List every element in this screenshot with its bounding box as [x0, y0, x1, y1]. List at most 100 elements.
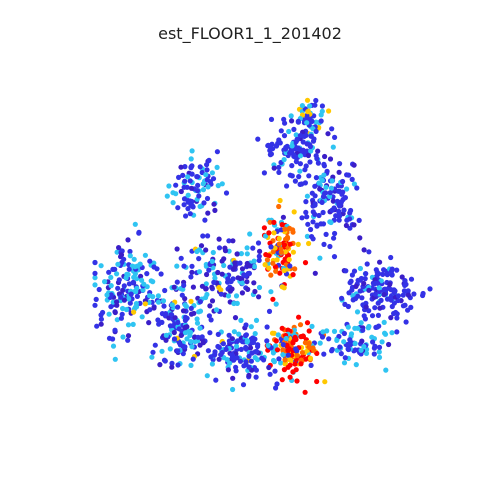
data-point — [126, 266, 132, 272]
data-point — [196, 256, 202, 262]
data-point — [229, 336, 235, 342]
data-point — [372, 343, 378, 349]
data-point — [383, 367, 389, 373]
data-point — [256, 294, 262, 300]
data-point — [170, 322, 176, 329]
data-point — [212, 275, 218, 281]
data-point — [147, 258, 153, 264]
data-point — [320, 209, 326, 216]
data-point — [188, 156, 194, 162]
data-point — [381, 292, 387, 298]
data-point — [178, 164, 184, 170]
data-point — [197, 164, 203, 170]
data-point — [181, 184, 187, 190]
data-point — [96, 286, 102, 293]
data-point — [93, 296, 99, 302]
data-point — [389, 266, 395, 272]
data-point — [170, 200, 176, 206]
data-point — [272, 368, 278, 374]
data-point — [303, 209, 309, 215]
data-point — [402, 302, 408, 308]
data-point — [327, 190, 333, 196]
data-point — [312, 183, 318, 189]
data-point — [262, 262, 268, 268]
data-point — [115, 261, 121, 267]
data-point — [272, 343, 279, 349]
data-point — [226, 238, 232, 244]
data-point — [241, 363, 247, 369]
data-point — [177, 342, 183, 348]
data-point — [161, 303, 167, 309]
data-point — [279, 325, 285, 331]
data-point — [238, 251, 244, 257]
data-point — [200, 233, 206, 239]
data-point — [243, 273, 249, 279]
data-point — [323, 184, 329, 190]
data-point — [246, 353, 252, 359]
data-point — [297, 133, 303, 139]
data-point — [349, 272, 355, 278]
data-point — [118, 294, 124, 300]
data-point — [270, 350, 276, 356]
data-point — [274, 381, 280, 387]
data-point — [304, 233, 310, 239]
data-point — [322, 190, 328, 197]
data-point — [309, 323, 315, 329]
data-point — [304, 113, 310, 119]
data-point — [327, 243, 333, 250]
data-point — [225, 293, 232, 299]
data-point — [308, 148, 314, 154]
data-point — [405, 288, 411, 294]
data-point — [273, 268, 279, 274]
data-point — [302, 260, 309, 266]
data-point — [210, 249, 216, 256]
data-point — [314, 350, 320, 356]
data-point — [304, 193, 310, 199]
data-point — [285, 364, 291, 370]
data-point — [253, 367, 259, 373]
data-point — [312, 201, 318, 207]
data-point — [351, 268, 358, 274]
data-point — [304, 97, 311, 103]
data-point — [318, 118, 324, 124]
data-point — [297, 322, 304, 328]
data-point — [302, 389, 308, 395]
data-point — [328, 219, 334, 226]
data-point — [253, 317, 260, 323]
data-point — [282, 357, 288, 363]
data-point — [236, 331, 242, 337]
data-point — [360, 327, 366, 333]
data-point — [209, 284, 215, 290]
data-point — [116, 277, 122, 283]
data-point — [293, 367, 299, 373]
data-point — [299, 350, 305, 356]
data-point — [115, 285, 121, 291]
data-point — [208, 317, 214, 323]
data-point — [388, 297, 394, 303]
data-point — [346, 290, 352, 296]
data-point — [307, 142, 313, 148]
data-point — [178, 255, 184, 261]
data-point — [204, 291, 210, 298]
data-point — [331, 235, 337, 241]
data-point — [136, 229, 142, 235]
data-point — [268, 116, 275, 122]
data-point — [106, 269, 112, 275]
data-point — [120, 334, 126, 340]
data-point — [200, 187, 207, 193]
data-point — [205, 233, 211, 239]
data-point — [220, 341, 226, 347]
data-point — [166, 183, 172, 189]
data-point — [304, 320, 311, 326]
data-point — [256, 284, 263, 291]
data-point — [182, 302, 188, 308]
data-point — [351, 162, 357, 168]
data-point — [313, 128, 319, 134]
data-point — [427, 286, 433, 292]
data-point — [175, 319, 181, 325]
data-point — [261, 225, 267, 231]
data-point — [189, 269, 195, 275]
data-point — [206, 313, 212, 319]
data-point — [128, 291, 134, 297]
data-point — [293, 346, 299, 352]
